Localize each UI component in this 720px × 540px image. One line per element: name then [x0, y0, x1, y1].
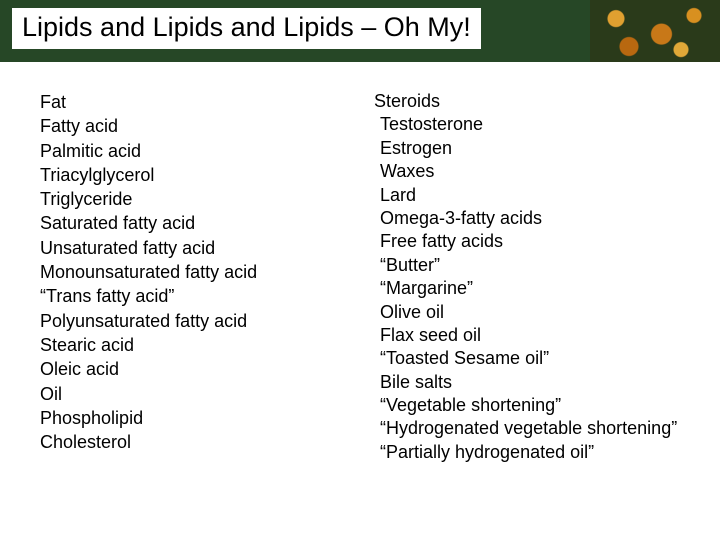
list-item: Triglyceride — [40, 187, 380, 211]
list-item: “Hydrogenated vegetable shortening” — [380, 417, 710, 440]
list-item: Phospholipid — [40, 406, 380, 430]
list-item: “Toasted Sesame oil” — [380, 347, 710, 370]
list-item: “Trans fatty acid” — [40, 284, 380, 308]
list-item: Oil — [40, 382, 380, 406]
list-item: Steroids — [374, 90, 710, 113]
list-item: “Vegetable shortening” — [380, 394, 710, 417]
list-item: Fat — [40, 90, 380, 114]
list-item: Estrogen — [380, 137, 710, 160]
list-item: Bile salts — [380, 371, 710, 394]
list-item: Monounsaturated fatty acid — [40, 260, 380, 284]
list-item: “Butter” — [380, 254, 710, 277]
content-area: Fat Fatty acid Palmitic acid Triacylglyc… — [0, 62, 720, 464]
list-item: Lard — [380, 184, 710, 207]
list-item: “Margarine” — [380, 277, 710, 300]
list-item: Polyunsaturated fatty acid — [40, 309, 380, 333]
slide-title: Lipids and Lipids and Lipids – Oh My! — [12, 8, 481, 49]
list-item: Testosterone — [380, 113, 710, 136]
list-item: Unsaturated fatty acid — [40, 236, 380, 260]
right-column: Steroids Testosterone Estrogen Waxes Lar… — [380, 90, 710, 464]
list-item: Cholesterol — [40, 430, 380, 454]
title-bar: Lipids and Lipids and Lipids – Oh My! — [0, 0, 720, 62]
list-item: Triacylglycerol — [40, 163, 380, 187]
list-item: Olive oil — [380, 301, 710, 324]
list-item: Oleic acid — [40, 357, 380, 381]
list-item: Free fatty acids — [380, 230, 710, 253]
list-item: Waxes — [380, 160, 710, 183]
list-item: “Partially hydrogenated oil” — [380, 441, 710, 464]
list-item: Omega-3-fatty acids — [380, 207, 710, 230]
left-column: Fat Fatty acid Palmitic acid Triacylglyc… — [40, 90, 380, 464]
list-item: Flax seed oil — [380, 324, 710, 347]
list-item: Palmitic acid — [40, 139, 380, 163]
list-item: Fatty acid — [40, 114, 380, 138]
list-item: Saturated fatty acid — [40, 211, 380, 235]
list-item: Stearic acid — [40, 333, 380, 357]
